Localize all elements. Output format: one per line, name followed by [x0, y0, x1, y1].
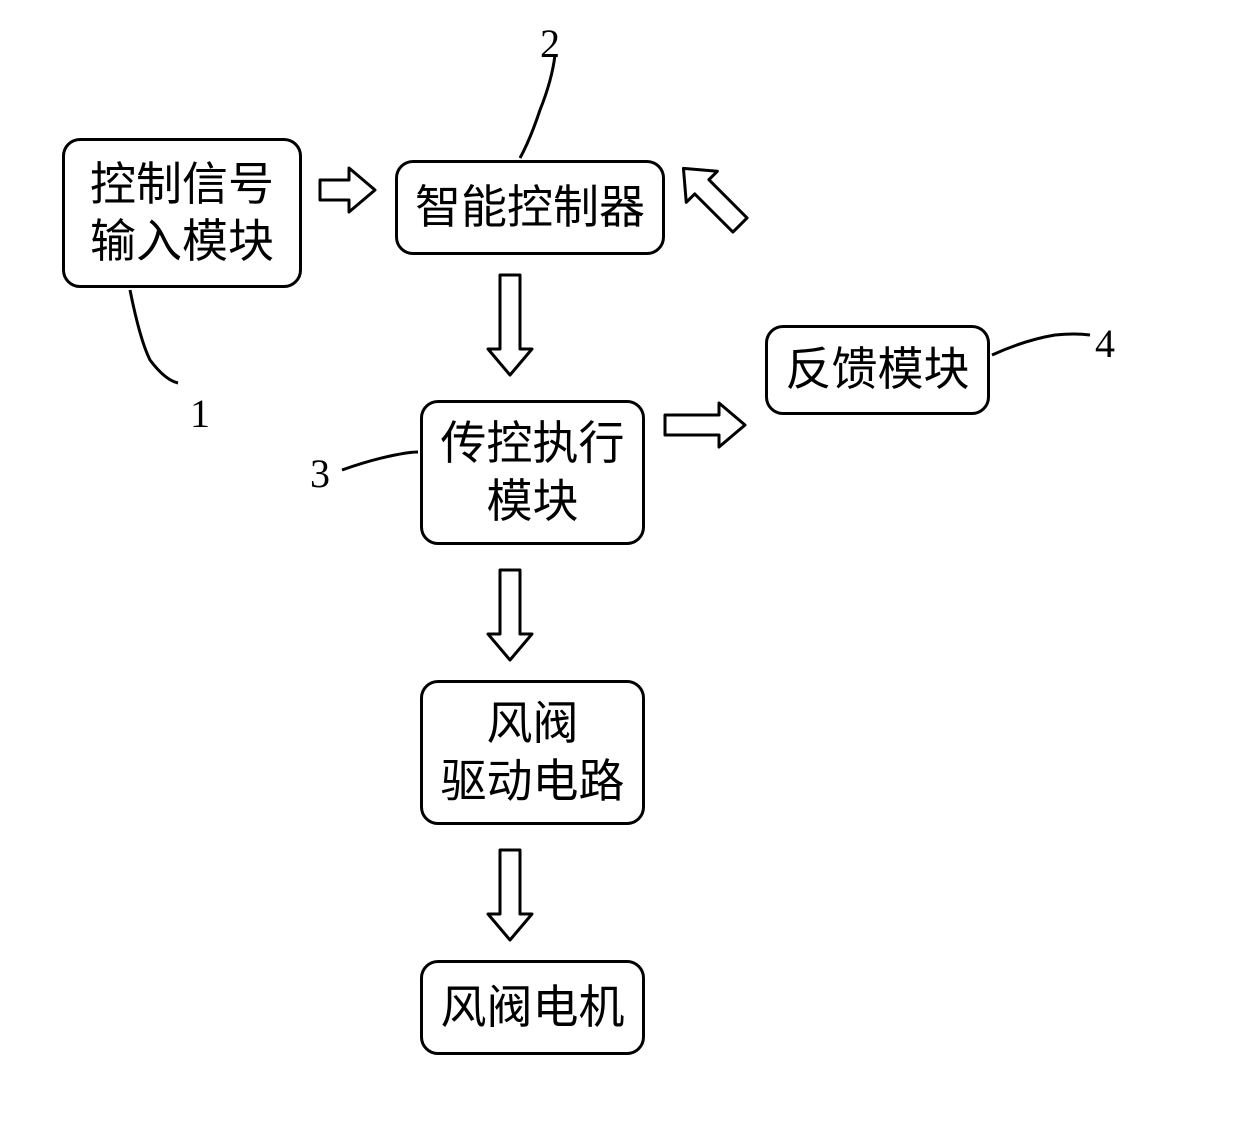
arrow-a6: [0, 0, 1240, 1148]
